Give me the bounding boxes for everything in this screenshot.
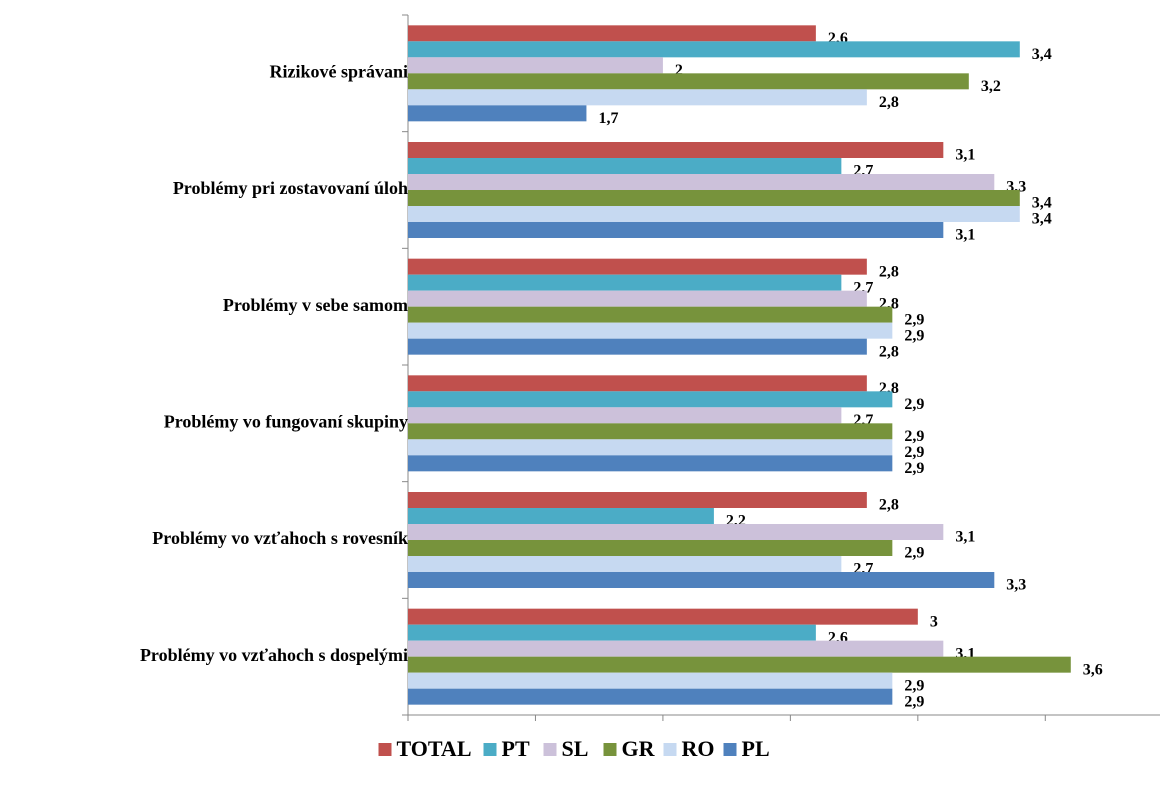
bar: [408, 174, 995, 190]
bar: [408, 158, 842, 174]
legend-marker: [543, 743, 557, 756]
bar: [408, 672, 893, 689]
legend-marker: [483, 743, 497, 756]
value-label: 2,9: [904, 693, 924, 710]
legend-marker: [603, 743, 617, 756]
bar: [408, 41, 1020, 58]
legend-label: GR: [622, 736, 656, 761]
bar: [408, 338, 867, 355]
bar: [408, 274, 842, 291]
bar: [408, 572, 995, 588]
value-label: 2,9: [904, 460, 924, 477]
bar: [408, 688, 893, 705]
value-label: 3: [930, 613, 938, 630]
value-label: 3,4: [1032, 195, 1052, 212]
value-label: 2,9: [904, 444, 924, 461]
bar: [408, 57, 663, 74]
value-label: 2,8: [879, 263, 899, 280]
legend-label: RO: [682, 736, 715, 761]
category-label: Problémy vo fungovaní skupiny: [164, 411, 408, 431]
value-label: 1,7: [598, 110, 618, 127]
bar: [408, 540, 893, 556]
value-label: 3,1: [955, 529, 975, 546]
bar: [408, 89, 867, 106]
bar: [408, 73, 969, 90]
bar: [408, 640, 944, 657]
bar: [408, 206, 1020, 222]
bar: [408, 407, 842, 424]
category-label: Problémy vo vzťahoch s dospelými: [140, 645, 408, 665]
category-label: Problémy v sebe samom: [223, 295, 408, 315]
bar: [408, 524, 944, 540]
bar: [408, 105, 587, 122]
legend-marker: [723, 743, 737, 756]
bar: [408, 423, 893, 440]
value-label: 2,9: [904, 545, 924, 562]
bar: [408, 455, 893, 472]
bar: [408, 290, 867, 307]
value-label: 2: [675, 62, 683, 79]
legend-label: PL: [742, 736, 770, 761]
legend-label: TOTAL: [397, 736, 472, 761]
bar: [408, 492, 867, 508]
bar: [408, 656, 1071, 673]
bar: [408, 508, 714, 524]
value-label: 3,1: [955, 147, 975, 164]
bar: [408, 608, 918, 625]
value-label: 3,3: [1006, 577, 1026, 594]
bar: [408, 142, 944, 158]
bar: [408, 556, 842, 572]
legend-label: SL: [562, 736, 589, 761]
value-label: 2,9: [904, 327, 924, 344]
value-label: 2,9: [904, 311, 924, 328]
bar: [408, 375, 867, 392]
category-label: Problémy vo vzťahoch s rovesník: [152, 528, 408, 548]
value-label: 2,9: [904, 396, 924, 413]
category-label: Rizikové správani: [269, 61, 408, 81]
value-label: 3,4: [1032, 211, 1052, 228]
bar: [408, 391, 893, 408]
category-label: Problémy pri zostavovaní úloh: [173, 178, 408, 198]
bar: [408, 190, 1020, 206]
value-label: 3,4: [1032, 46, 1052, 63]
bar: [408, 624, 816, 641]
bar: [408, 322, 893, 339]
bar: [408, 439, 893, 456]
value-label: 2,8: [879, 497, 899, 514]
bar: [408, 258, 867, 275]
bar: [408, 25, 816, 42]
value-label: 2,8: [879, 343, 899, 360]
legend-label: PT: [502, 736, 530, 761]
bar: [408, 306, 893, 323]
value-label: 3,2: [981, 78, 1001, 95]
bar: [408, 222, 944, 238]
legend-marker: [378, 743, 392, 756]
value-label: 2,9: [904, 677, 924, 694]
value-label: 3,1: [955, 227, 975, 244]
value-label: 2,9: [904, 428, 924, 445]
legend-marker: [663, 743, 677, 756]
value-label: 2,8: [879, 94, 899, 111]
value-label: 3,6: [1083, 661, 1103, 678]
